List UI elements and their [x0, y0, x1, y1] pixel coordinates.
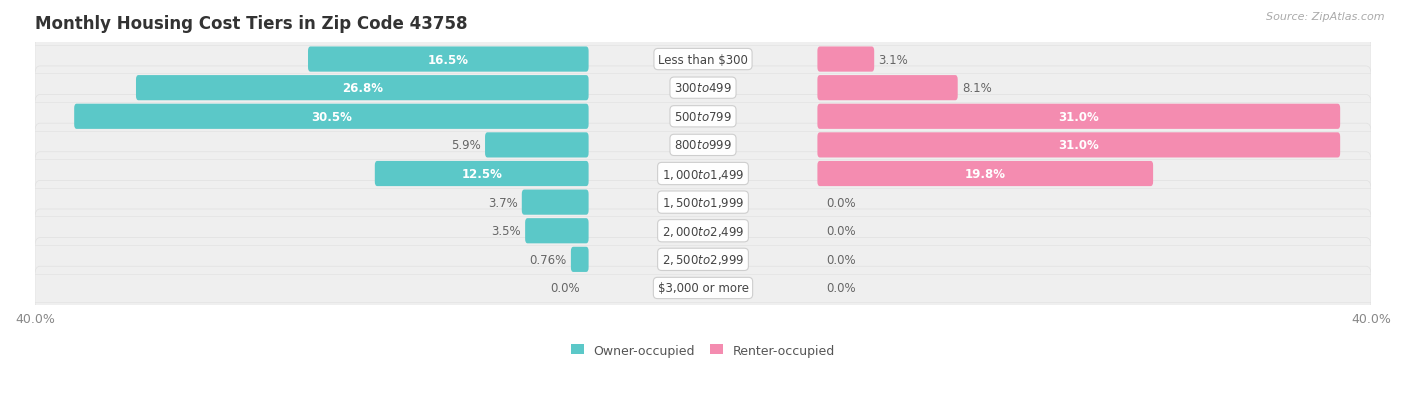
FancyBboxPatch shape [35, 152, 1371, 196]
Text: 8.1%: 8.1% [962, 82, 991, 95]
Text: $3,000 or more: $3,000 or more [658, 282, 748, 295]
FancyBboxPatch shape [817, 104, 1340, 130]
FancyBboxPatch shape [136, 76, 589, 101]
FancyBboxPatch shape [817, 161, 1153, 187]
Text: $300 to $499: $300 to $499 [673, 82, 733, 95]
FancyBboxPatch shape [75, 104, 589, 130]
Text: 3.7%: 3.7% [488, 196, 517, 209]
Text: 31.0%: 31.0% [1059, 139, 1099, 152]
Text: Less than $300: Less than $300 [658, 53, 748, 66]
Text: 0.0%: 0.0% [827, 196, 856, 209]
FancyBboxPatch shape [35, 95, 1371, 139]
Text: 0.0%: 0.0% [827, 253, 856, 266]
Text: 26.8%: 26.8% [342, 82, 382, 95]
Text: 0.0%: 0.0% [827, 225, 856, 237]
Text: $500 to $799: $500 to $799 [673, 111, 733, 123]
FancyBboxPatch shape [35, 266, 1371, 310]
Text: $800 to $999: $800 to $999 [673, 139, 733, 152]
FancyBboxPatch shape [817, 133, 1340, 158]
Text: 3.1%: 3.1% [879, 53, 908, 66]
Text: 0.76%: 0.76% [530, 253, 567, 266]
FancyBboxPatch shape [308, 47, 589, 72]
Text: 19.8%: 19.8% [965, 168, 1005, 180]
FancyBboxPatch shape [522, 190, 589, 215]
FancyBboxPatch shape [35, 209, 1371, 253]
Text: Monthly Housing Cost Tiers in Zip Code 43758: Monthly Housing Cost Tiers in Zip Code 4… [35, 15, 467, 33]
Text: $1,000 to $1,499: $1,000 to $1,499 [662, 167, 744, 181]
Text: Source: ZipAtlas.com: Source: ZipAtlas.com [1267, 12, 1385, 22]
FancyBboxPatch shape [817, 76, 957, 101]
FancyBboxPatch shape [35, 67, 1371, 110]
Text: 3.5%: 3.5% [491, 225, 522, 237]
Text: 0.0%: 0.0% [550, 282, 579, 295]
FancyBboxPatch shape [485, 133, 589, 158]
Text: $2,000 to $2,499: $2,000 to $2,499 [662, 224, 744, 238]
Text: 0.0%: 0.0% [827, 282, 856, 295]
Text: 12.5%: 12.5% [461, 168, 502, 180]
FancyBboxPatch shape [35, 181, 1371, 224]
Text: $2,500 to $2,999: $2,500 to $2,999 [662, 253, 744, 267]
Text: $1,500 to $1,999: $1,500 to $1,999 [662, 196, 744, 210]
Text: 16.5%: 16.5% [427, 53, 468, 66]
FancyBboxPatch shape [571, 247, 589, 272]
FancyBboxPatch shape [35, 38, 1371, 82]
Legend: Owner-occupied, Renter-occupied: Owner-occupied, Renter-occupied [571, 344, 835, 357]
FancyBboxPatch shape [35, 238, 1371, 281]
FancyBboxPatch shape [35, 124, 1371, 167]
Text: 5.9%: 5.9% [451, 139, 481, 152]
FancyBboxPatch shape [817, 47, 875, 72]
Text: 31.0%: 31.0% [1059, 111, 1099, 123]
FancyBboxPatch shape [375, 161, 589, 187]
Text: 30.5%: 30.5% [311, 111, 352, 123]
FancyBboxPatch shape [524, 218, 589, 244]
